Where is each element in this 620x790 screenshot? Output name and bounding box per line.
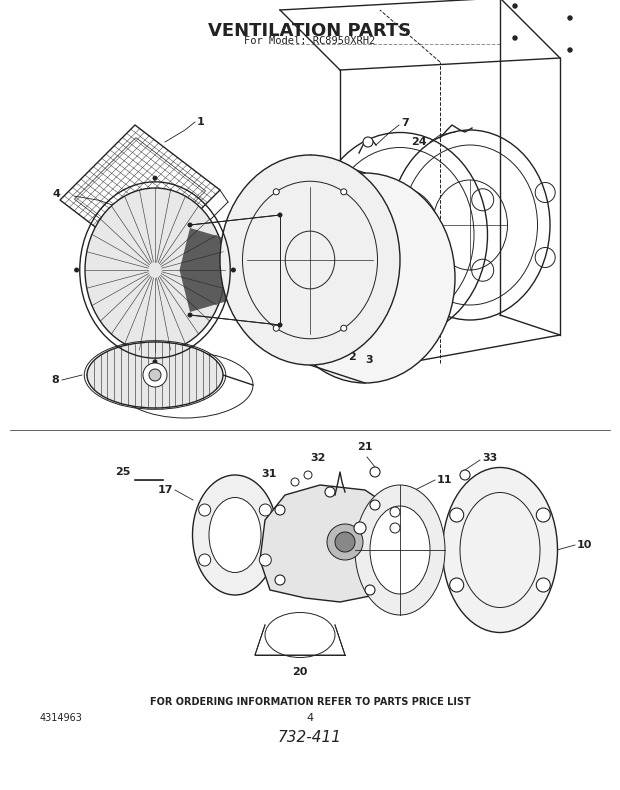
Circle shape [259, 554, 272, 566]
Circle shape [275, 575, 285, 585]
Circle shape [568, 48, 572, 52]
Text: 732-411: 732-411 [278, 731, 342, 746]
Circle shape [513, 4, 517, 8]
Circle shape [354, 522, 366, 534]
Text: 4: 4 [52, 189, 60, 199]
Text: 8: 8 [51, 375, 59, 385]
Circle shape [278, 322, 283, 328]
Circle shape [450, 578, 464, 592]
Circle shape [536, 578, 551, 592]
Text: 32: 32 [310, 453, 326, 463]
Text: 17: 17 [157, 485, 173, 495]
Circle shape [187, 313, 192, 318]
Circle shape [513, 36, 517, 40]
Text: VENTILATION PARTS: VENTILATION PARTS [208, 22, 412, 40]
Text: 20: 20 [292, 667, 308, 677]
Circle shape [390, 507, 400, 517]
Circle shape [450, 508, 464, 522]
Circle shape [273, 189, 279, 195]
Circle shape [536, 508, 551, 522]
Text: 33: 33 [482, 453, 497, 463]
Text: 25: 25 [115, 467, 130, 477]
Circle shape [198, 554, 211, 566]
Text: 30: 30 [400, 504, 415, 514]
Circle shape [278, 213, 283, 217]
Text: 18: 18 [400, 533, 415, 543]
Text: 2: 2 [348, 352, 356, 362]
Ellipse shape [443, 468, 557, 633]
Text: 31: 31 [262, 469, 277, 479]
Circle shape [370, 467, 380, 477]
Circle shape [259, 504, 272, 516]
Text: 4314963: 4314963 [40, 713, 83, 723]
Circle shape [365, 585, 375, 595]
Circle shape [370, 500, 380, 510]
Ellipse shape [87, 342, 223, 408]
Ellipse shape [275, 173, 455, 383]
Ellipse shape [220, 155, 400, 365]
Circle shape [335, 532, 355, 552]
Text: 3: 3 [365, 355, 373, 365]
Ellipse shape [192, 475, 278, 595]
Circle shape [275, 505, 285, 515]
Circle shape [390, 523, 400, 533]
Text: 10: 10 [577, 540, 592, 550]
Text: 11: 11 [437, 475, 453, 485]
Circle shape [153, 175, 157, 181]
Circle shape [187, 223, 192, 228]
Text: FOR ORDERING INFORMATION REFER TO PARTS PRICE LIST: FOR ORDERING INFORMATION REFER TO PARTS … [149, 697, 471, 707]
Ellipse shape [209, 498, 261, 573]
Circle shape [325, 487, 335, 497]
Text: 29: 29 [364, 540, 379, 550]
Circle shape [341, 325, 347, 331]
Text: 7: 7 [401, 118, 409, 128]
Ellipse shape [355, 485, 445, 615]
Circle shape [231, 268, 236, 273]
Circle shape [341, 189, 347, 195]
Circle shape [363, 137, 373, 147]
Circle shape [568, 16, 572, 20]
Polygon shape [180, 228, 282, 312]
Circle shape [198, 504, 211, 516]
Text: 4: 4 [306, 713, 314, 723]
Circle shape [153, 359, 157, 364]
Text: 24: 24 [412, 137, 427, 147]
Ellipse shape [85, 188, 225, 352]
Text: For Model: RC8950XRH2: For Model: RC8950XRH2 [244, 36, 376, 46]
Polygon shape [260, 485, 400, 602]
Circle shape [460, 470, 470, 480]
Circle shape [149, 369, 161, 381]
Circle shape [74, 268, 79, 273]
Text: ReplacementParts.com: ReplacementParts.com [246, 250, 374, 260]
Text: 1: 1 [197, 117, 205, 127]
Text: 21: 21 [357, 442, 373, 452]
Circle shape [143, 363, 167, 387]
Circle shape [304, 471, 312, 479]
Circle shape [291, 478, 299, 486]
Circle shape [327, 524, 363, 560]
Circle shape [273, 325, 279, 331]
Text: 5: 5 [170, 237, 178, 247]
Ellipse shape [370, 506, 430, 594]
